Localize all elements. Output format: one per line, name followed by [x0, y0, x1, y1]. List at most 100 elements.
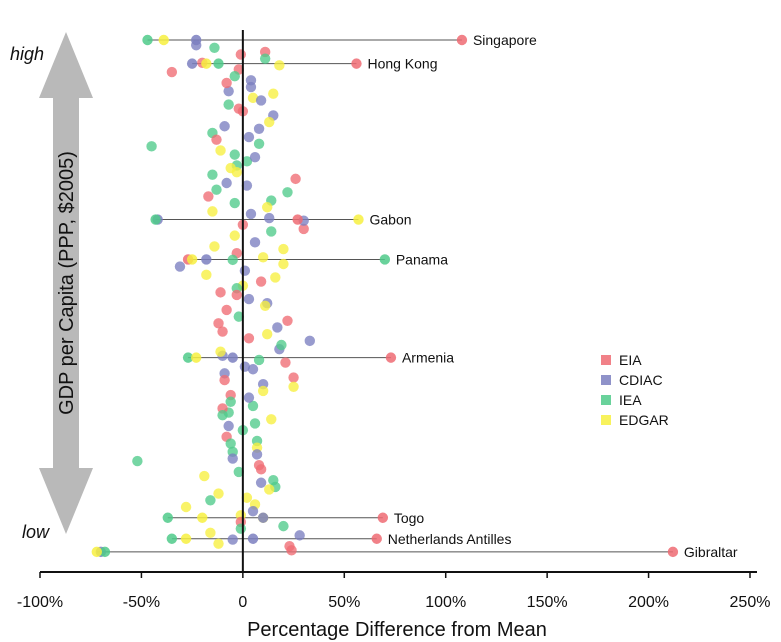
- data-point: [205, 495, 216, 506]
- country-point-eia: [456, 34, 468, 46]
- data-point: [282, 187, 293, 198]
- country-point-iea: [99, 546, 111, 558]
- data-point: [225, 438, 236, 449]
- gdp-arrow-icon: [39, 32, 93, 534]
- data-point: [241, 156, 253, 167]
- data-point: [219, 121, 230, 132]
- data-point: [227, 453, 238, 464]
- data-point: [229, 230, 240, 241]
- data-point: [253, 354, 265, 366]
- highlight-lines: [96, 39, 673, 553]
- data-point: [233, 466, 244, 478]
- data-point: [215, 287, 226, 298]
- data-point: [298, 223, 309, 235]
- data-point: [247, 92, 259, 104]
- data-point: [255, 477, 267, 488]
- data-point: [280, 357, 291, 368]
- data-point: [225, 162, 236, 174]
- data-point: [253, 123, 265, 135]
- country-point-iea: [150, 214, 161, 225]
- country-label: Panama: [396, 251, 448, 267]
- data-point: [227, 254, 238, 266]
- data-point: [245, 208, 257, 220]
- x-tick-label: -50%: [123, 594, 160, 611]
- data-point: [264, 484, 275, 495]
- data-point: [211, 184, 222, 195]
- country-label: Hong Kong: [367, 56, 437, 72]
- x-axis: -100% -50% 0 50% 100% 150% 200% 250%: [17, 571, 771, 611]
- x-tick-label: 250%: [730, 594, 771, 611]
- country-point-eia: [385, 352, 397, 363]
- data-point: [245, 81, 257, 93]
- x-axis-title: Percentage Difference from Mean: [247, 619, 547, 641]
- data-point: [243, 293, 255, 305]
- country-point-iea: [213, 58, 224, 69]
- country-point-eia: [371, 533, 382, 544]
- country-label: Netherlands Antilles: [388, 531, 512, 547]
- data-point: [249, 151, 261, 163]
- legend-label-cdiac: CDIAC: [619, 372, 663, 388]
- data-point: [272, 322, 283, 333]
- data-point: [223, 99, 234, 110]
- data-point: [241, 180, 253, 191]
- data-point: [262, 328, 273, 340]
- x-tick-label: 50%: [328, 594, 360, 611]
- data-point: [278, 258, 289, 270]
- highlight-points: Singapore Hong Kong Gabon Panama Armenia Togo…: [91, 32, 738, 560]
- data-point: [223, 85, 234, 97]
- legend: EIA CDIAC IEA EDGAR: [601, 352, 669, 428]
- country-point-cdiac: [257, 512, 269, 523]
- data-point: [231, 289, 242, 301]
- country-point-iea: [182, 352, 194, 363]
- x-tick-label: 100%: [425, 594, 466, 611]
- country-point-iea: [166, 533, 178, 544]
- data-point: [217, 326, 228, 337]
- data-point: [290, 173, 301, 185]
- country-point-edgar: [180, 533, 192, 544]
- data-point: [251, 449, 263, 460]
- x-tick-label: -100%: [17, 594, 63, 611]
- data-point: [146, 141, 157, 152]
- data-point: [221, 304, 232, 316]
- legend-swatch-iea: [601, 395, 611, 405]
- data-point: [215, 346, 226, 357]
- country-label: Singapore: [473, 32, 537, 48]
- data-point: [255, 276, 267, 287]
- data-point: [259, 300, 271, 311]
- data-point: [257, 385, 269, 397]
- data-point: [203, 191, 214, 202]
- data-point: [247, 364, 259, 375]
- x-tick-label: 150%: [527, 594, 568, 611]
- data-point: [264, 212, 275, 224]
- data-point: [180, 501, 192, 513]
- data-point: [217, 409, 228, 421]
- background-points: [132, 40, 315, 556]
- data-point: [247, 505, 259, 517]
- country-point-eia: [292, 214, 303, 225]
- data-point: [166, 66, 178, 78]
- data-point: [274, 60, 285, 71]
- country-label: Togo: [394, 510, 425, 526]
- country-point-cdiac: [191, 34, 202, 46]
- data-point: [221, 177, 232, 189]
- data-point: [249, 237, 261, 248]
- data-point: [253, 460, 265, 471]
- data-point: [235, 523, 247, 534]
- legend-swatch-cdiac: [601, 375, 611, 385]
- data-point: [278, 243, 289, 255]
- data-point: [239, 265, 251, 276]
- legend-swatch-eia: [601, 355, 611, 365]
- data-point: [243, 392, 255, 403]
- country-point-edgar: [191, 352, 202, 363]
- data-point: [211, 134, 222, 145]
- data-point: [276, 339, 287, 351]
- data-point: [229, 197, 240, 209]
- data-point: [233, 311, 244, 322]
- data-point: [213, 318, 224, 329]
- data-point: [243, 131, 255, 143]
- data-point: [174, 261, 186, 272]
- country-point-iea: [379, 254, 391, 265]
- country-point-cdiac: [201, 254, 212, 265]
- data-point: [209, 241, 220, 252]
